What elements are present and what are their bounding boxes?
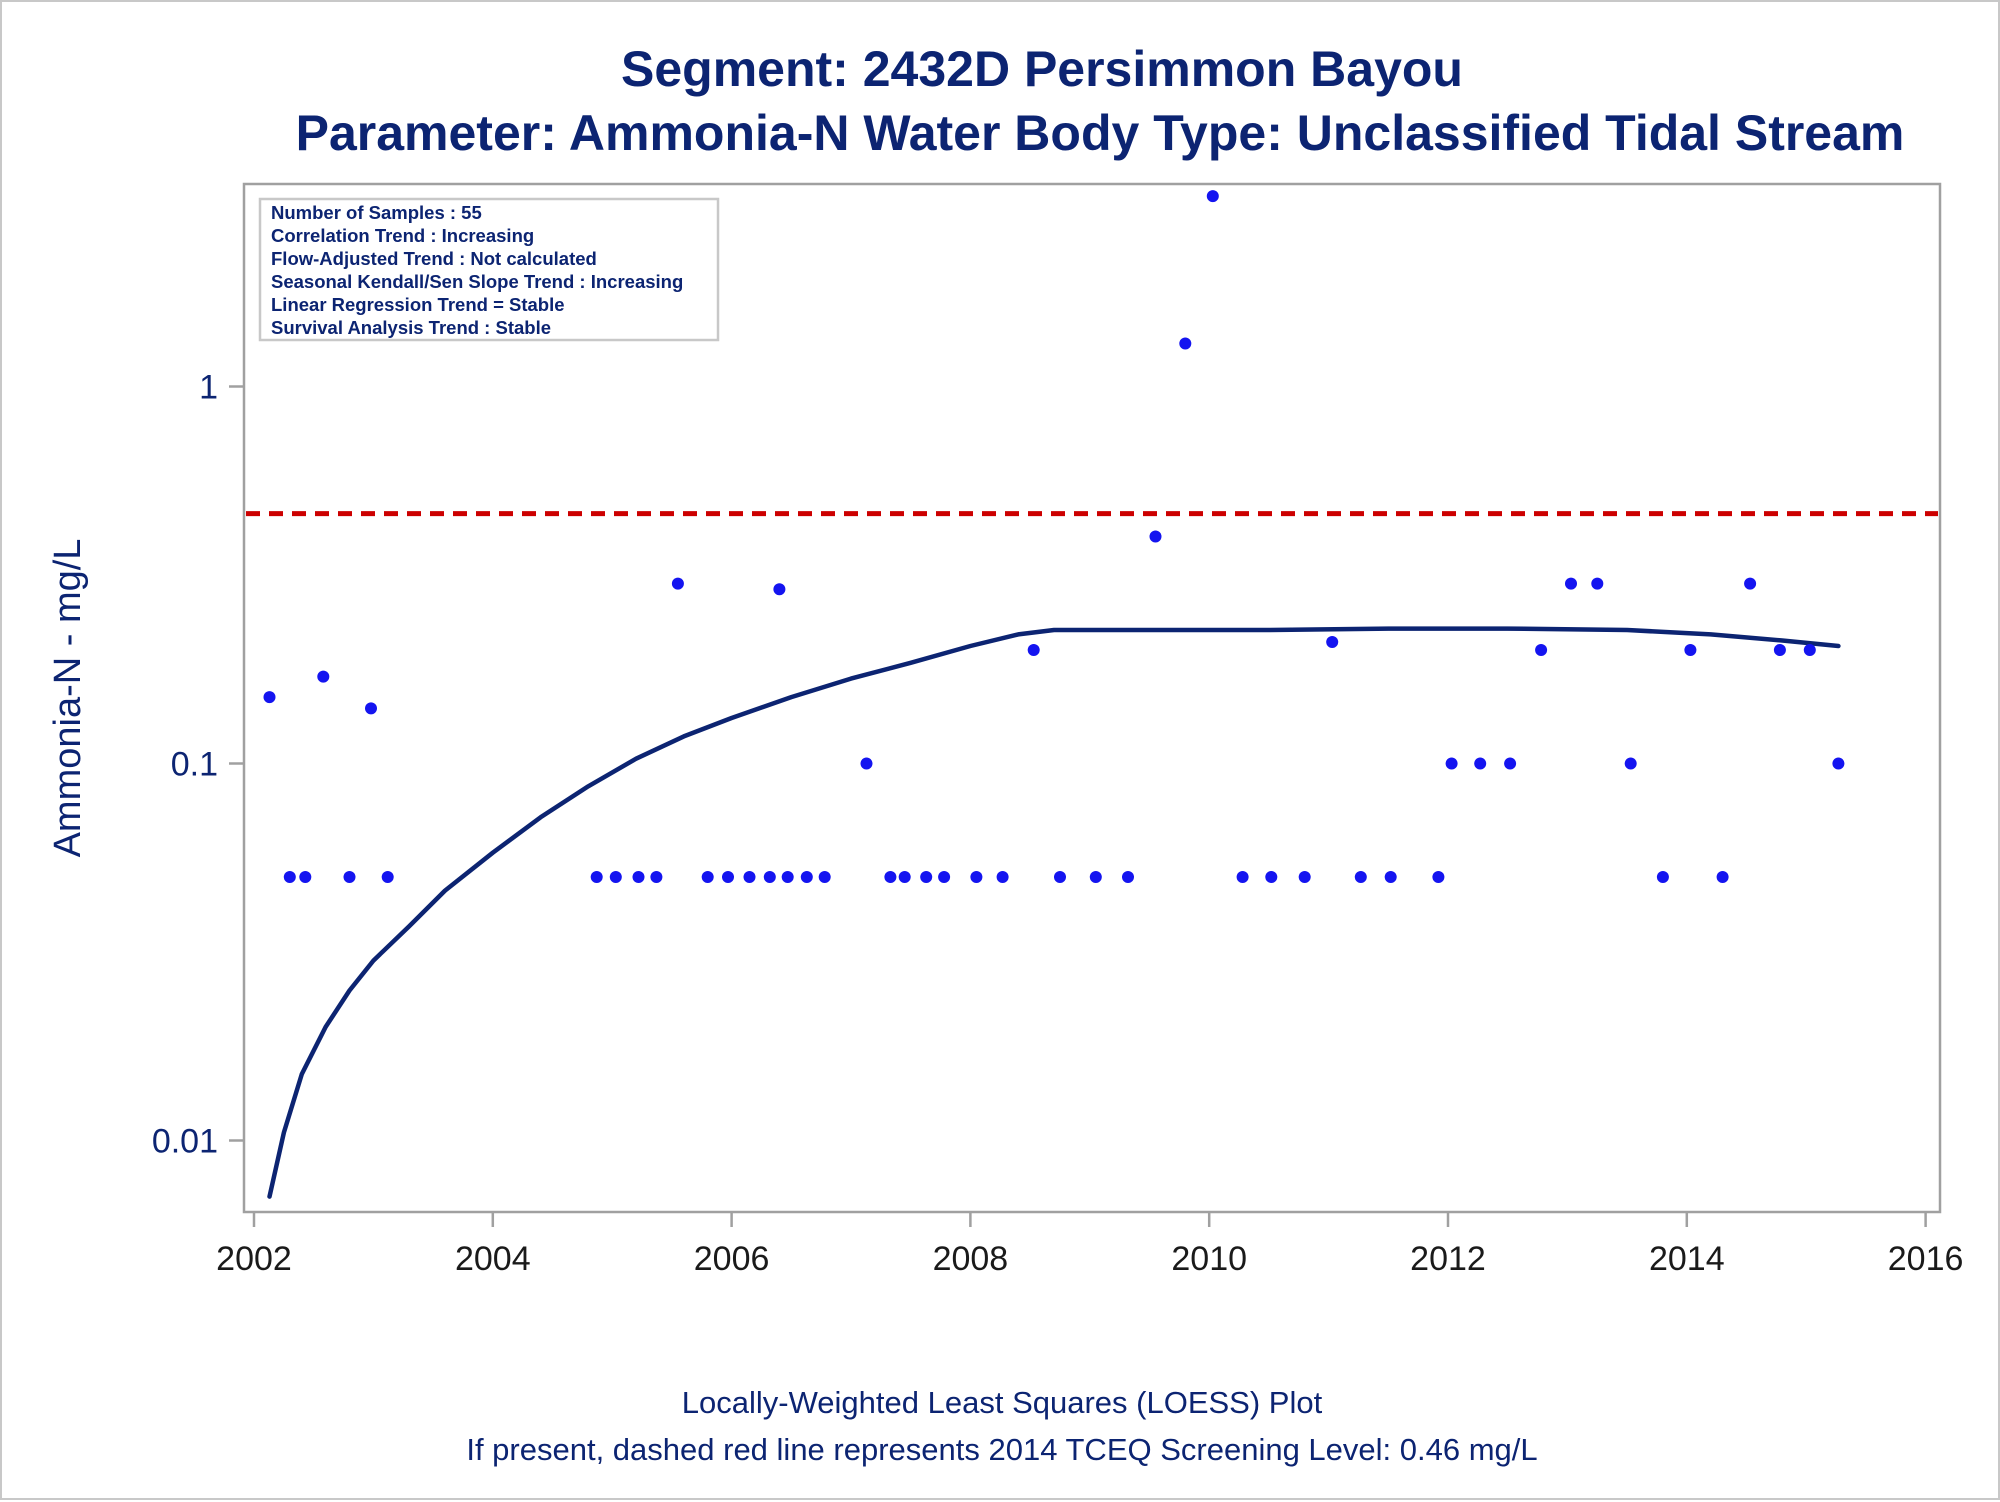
x-tick-label-2004: 2004: [455, 1240, 531, 1278]
data-point-26: [970, 871, 983, 883]
info-line-linear-regression: Linear Regression Trend = Stable: [271, 294, 565, 315]
data-point-31: [1122, 871, 1134, 883]
data-point-25: [938, 871, 951, 883]
x-tick-label-2008: 2008: [933, 1240, 1009, 1278]
data-point-52: [1744, 577, 1757, 590]
data-point-47: [1591, 577, 1604, 590]
x-tick-label-2006: 2006: [694, 1240, 770, 1278]
data-point-35: [1236, 871, 1249, 883]
data-point-44: [1504, 757, 1517, 770]
data-point-38: [1326, 636, 1339, 648]
x-tick-label-2014: 2014: [1649, 1240, 1725, 1278]
data-point-55: [1832, 757, 1845, 770]
data-point-6: [365, 702, 377, 715]
data-point-27: [996, 871, 1009, 883]
data-point-53: [1773, 644, 1786, 656]
data-point-37: [1298, 871, 1311, 883]
data-point-41: [1432, 871, 1445, 883]
data-point-1: [263, 691, 276, 704]
data-point-33: [1179, 337, 1192, 350]
y-tick-label-0-1: 0.1: [171, 746, 218, 784]
x-tick-label-2012: 2012: [1410, 1240, 1486, 1278]
data-point-51: [1716, 871, 1729, 883]
data-point-3: [299, 871, 312, 883]
chart-title: Segment: 2432D Persimmon Bayou: [621, 41, 1463, 97]
data-point-40: [1384, 871, 1397, 883]
data-point-45: [1535, 644, 1548, 656]
data-point-49: [1656, 871, 1669, 883]
data-point-46: [1565, 577, 1577, 590]
data-point-7: [381, 871, 394, 883]
data-point-2: [283, 871, 296, 883]
y-tick-label-0-01: 0.01: [152, 1123, 218, 1161]
data-point-13: [701, 871, 714, 883]
data-point-12: [671, 577, 684, 590]
x-tick-label-2010: 2010: [1171, 1240, 1247, 1278]
footnote-screening: If present, dashed red line represents 2…: [466, 1432, 1537, 1467]
data-point-16: [763, 871, 776, 883]
data-point-48: [1624, 757, 1637, 770]
loess-group: [267, 626, 1841, 1199]
data-point-23: [898, 871, 911, 883]
data-point-32: [1149, 530, 1162, 543]
data-point-18: [781, 871, 794, 883]
data-point-39: [1354, 871, 1367, 883]
data-point-36: [1265, 871, 1278, 883]
data-point-43: [1474, 757, 1487, 770]
data-point-54: [1803, 644, 1816, 656]
info-line-flow-adjusted: Flow-Adjusted Trend : Not calculated: [271, 248, 597, 269]
data-point-5: [343, 871, 356, 883]
points-group: [263, 190, 1845, 883]
data-point-10: [632, 871, 645, 883]
data-point-24: [920, 871, 933, 883]
data-point-22: [884, 871, 897, 883]
x-tick-label-2002: 2002: [216, 1240, 292, 1278]
data-point-8: [590, 871, 603, 883]
data-point-21: [860, 757, 873, 770]
footnote-loess: Locally-Weighted Least Squares (LOESS) P…: [682, 1385, 1323, 1420]
data-point-29: [1054, 871, 1066, 883]
chart-subtitle: Parameter: Ammonia-N Water Body Type: Un…: [296, 105, 1905, 161]
data-point-19: [800, 871, 813, 883]
axes: 2002 2004 2006 2008 2010 2012 2014 2016 0.01 0.1 1: [152, 369, 1964, 1279]
loess-curve: [267, 626, 1841, 1199]
plot-area: [242, 182, 1942, 1214]
data-point-14: [722, 871, 734, 883]
data-point-11: [650, 871, 663, 883]
y-tick-label-1: 1: [199, 369, 218, 407]
x-tick-label-2016: 2016: [1888, 1240, 1964, 1278]
data-point-50: [1684, 644, 1697, 656]
data-point-30: [1089, 871, 1102, 883]
info-box-border: [258, 197, 720, 342]
data-point-15: [743, 871, 756, 883]
data-point-4: [317, 670, 330, 683]
data-point-17: [773, 583, 786, 596]
trend-info-box: Number of Samples : 55 Correlation Trend…: [258, 197, 720, 342]
data-point-9: [609, 871, 622, 883]
data-point-34: [1206, 190, 1219, 203]
data-point-42: [1445, 757, 1458, 770]
data-point-20: [818, 871, 831, 883]
info-line-correlation: Correlation Trend : Increasing: [271, 225, 534, 246]
y-axis-label: Ammonia-N - mg/L: [47, 539, 89, 858]
info-line-survival: Survival Analysis Trend : Stable: [271, 317, 551, 338]
data-point-28: [1027, 644, 1040, 656]
info-line-seasonal-kendall: Seasonal Kendall/Sen Slope Trend : Incre…: [271, 271, 683, 292]
info-line-samples: Number of Samples : 55: [271, 202, 482, 223]
